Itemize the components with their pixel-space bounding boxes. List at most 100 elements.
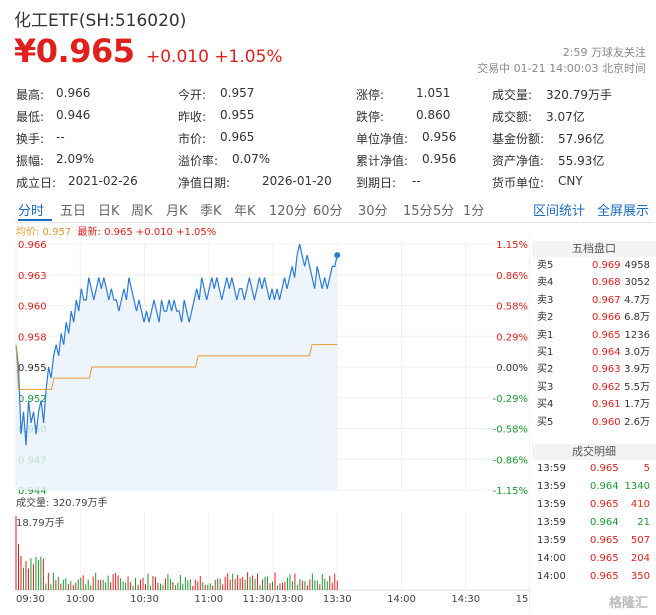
order-book-level: 卖4 (537, 277, 554, 289)
order-book-qty: 3.9万 (624, 364, 650, 376)
order-book-qty: 1236 (624, 329, 650, 341)
stat-value: 0.860 (416, 108, 451, 122)
tab-9[interactable]: 30分 (358, 204, 388, 219)
order-book-level: 卖3 (537, 294, 554, 306)
y-tick-left: 0.958 (18, 332, 47, 343)
order-book-price: 0.964 (592, 346, 621, 358)
y-tick-left: 0.963 (18, 271, 47, 282)
page-title: 化工ETF(SH:516020) (14, 11, 187, 31)
trade-price: 0.965 (590, 463, 619, 474)
trade-price: 0.965 (590, 499, 619, 510)
order-book-level: 卖5 (537, 260, 554, 271)
order-book-qty: 6.8万 (624, 312, 650, 324)
order-book-row: 卖2 0.966 6.8万 (532, 309, 656, 326)
stat-label: 今开: (178, 88, 207, 102)
tab-7[interactable]: 120分 (269, 204, 307, 219)
y-tick-right: 0.86% (496, 271, 528, 282)
y-tick-left: 0.960 (18, 302, 47, 313)
volume-label: 成交量: 320.79万手 (16, 498, 108, 509)
order-book-price: 0.962 (592, 381, 621, 393)
trade-volume: 1340 (624, 481, 650, 492)
stat-label: 净值日期: (178, 176, 231, 190)
trade-time: 13:59 (537, 517, 566, 528)
tab-12[interactable]: 1分 (463, 204, 485, 219)
stat-value: 320.79万手 (546, 88, 612, 102)
order-book-level: 买5 (537, 416, 554, 428)
stat-label: 成立日: (16, 176, 57, 190)
stat-value: 0.955 (220, 108, 255, 122)
order-book-qty: 1.7万 (624, 399, 650, 411)
trade-time: 13:59 (537, 481, 566, 492)
order-book-level: 买4 (537, 399, 554, 411)
y-tick-right: 0.00% (496, 363, 528, 374)
trade-time: 13:59 (537, 499, 566, 510)
order-book-row: 卖1 0.965 1236 (532, 327, 656, 344)
current-price: ¥0.965 (14, 32, 135, 70)
trade-time: 14:00 (537, 553, 566, 564)
order-book: 五档盘口 卖5 0.969 4958 卖4 0.968 3052 卖3 0.967 4.7万 卖2… (532, 241, 656, 431)
tab-11[interactable]: 5分 (433, 204, 455, 219)
y-tick-right: 0.29% (496, 332, 528, 343)
trade-volume: 410 (630, 499, 650, 510)
order-book-row: 买4 0.961 1.7万 (532, 396, 656, 413)
x-tick: 15:00 (516, 594, 530, 605)
order-book-price: 0.960 (592, 416, 621, 428)
tab-8[interactable]: 60分 (313, 204, 343, 219)
stat-value: 0.07% (232, 152, 271, 166)
tab-3[interactable]: 周K (131, 204, 153, 219)
trade-time: 14:00 (537, 571, 566, 582)
trade-price: 0.964 (590, 481, 619, 492)
tab-1[interactable]: 五日 (60, 204, 87, 219)
order-book-qty: 3052 (624, 277, 650, 289)
y-tick-right: -0.58% (493, 425, 528, 436)
stat-label: 换手: (16, 132, 45, 146)
intraday-chart[interactable]: 0.9660.9630.9600.9580.9550.9520.9500.947… (0, 236, 530, 615)
stat-label: 振幅: (16, 154, 45, 168)
order-book-price: 0.963 (592, 364, 621, 376)
order-book-price: 0.965 (592, 329, 621, 341)
order-book-price: 0.961 (592, 399, 621, 411)
x-tick: 10:00 (66, 594, 95, 605)
tab-4[interactable]: 月K (166, 204, 188, 219)
trade-time: 13:59 (537, 535, 566, 546)
trade-volume: 350 (630, 571, 650, 582)
stat-value: 0.957 (220, 86, 255, 100)
stat-label: 溢价率: (178, 154, 219, 168)
stat-label: 累计净值: (356, 154, 409, 168)
tab-6[interactable]: 年K (234, 204, 256, 219)
stat-value: 3.07亿 (546, 110, 585, 124)
y-tick-left: 0.944 (18, 486, 47, 497)
interval-stats-link[interactable]: 区间统计 (533, 204, 586, 219)
stat-label: 成交量: (492, 88, 533, 102)
order-book-price: 0.966 (592, 312, 621, 324)
trade-price: 0.965 (590, 553, 619, 564)
order-book-row: 买5 0.960 2.6万 (532, 414, 656, 431)
fullscreen-link[interactable]: 全屏展示 (597, 204, 650, 219)
trade-row: 14:00 0.965 350 (532, 568, 656, 586)
trade-time: 13:59 (537, 463, 566, 474)
trade-volume: 21 (637, 517, 650, 528)
y-tick-right: -0.29% (493, 394, 528, 405)
stat-label: 货币单位: (492, 176, 545, 190)
x-tick: 11:30/13:00 (242, 594, 303, 605)
tab-0[interactable]: 分时 (18, 204, 45, 219)
watermark-logo: 格隆汇 (608, 596, 648, 611)
y-tick-right: 0.58% (496, 302, 528, 313)
order-book-row: 买2 0.963 3.9万 (532, 361, 656, 378)
x-tick: 13:30 (323, 594, 352, 605)
trade-price: 0.965 (590, 535, 619, 546)
stat-label: 跌停: (356, 110, 385, 124)
stat-value: 2021-02-26 (68, 174, 138, 188)
trade-volume: 507 (630, 535, 650, 546)
trade-volume: 204 (630, 553, 650, 564)
order-book-title: 五档盘口 (532, 241, 656, 257)
avg-price-line (15, 344, 338, 390)
latest-price-legend: 最新: 0.965 +0.010 +1.05% (77, 227, 217, 238)
tab-10[interactable]: 15分 (403, 204, 433, 219)
trade-volume: 5 (643, 463, 650, 474)
tab-2[interactable]: 日K (98, 204, 120, 219)
order-book-price: 0.967 (592, 294, 621, 306)
stat-label: 到期日: (356, 176, 397, 190)
tab-5[interactable]: 季K (200, 204, 222, 219)
y-tick-right: 1.15% (496, 240, 528, 251)
